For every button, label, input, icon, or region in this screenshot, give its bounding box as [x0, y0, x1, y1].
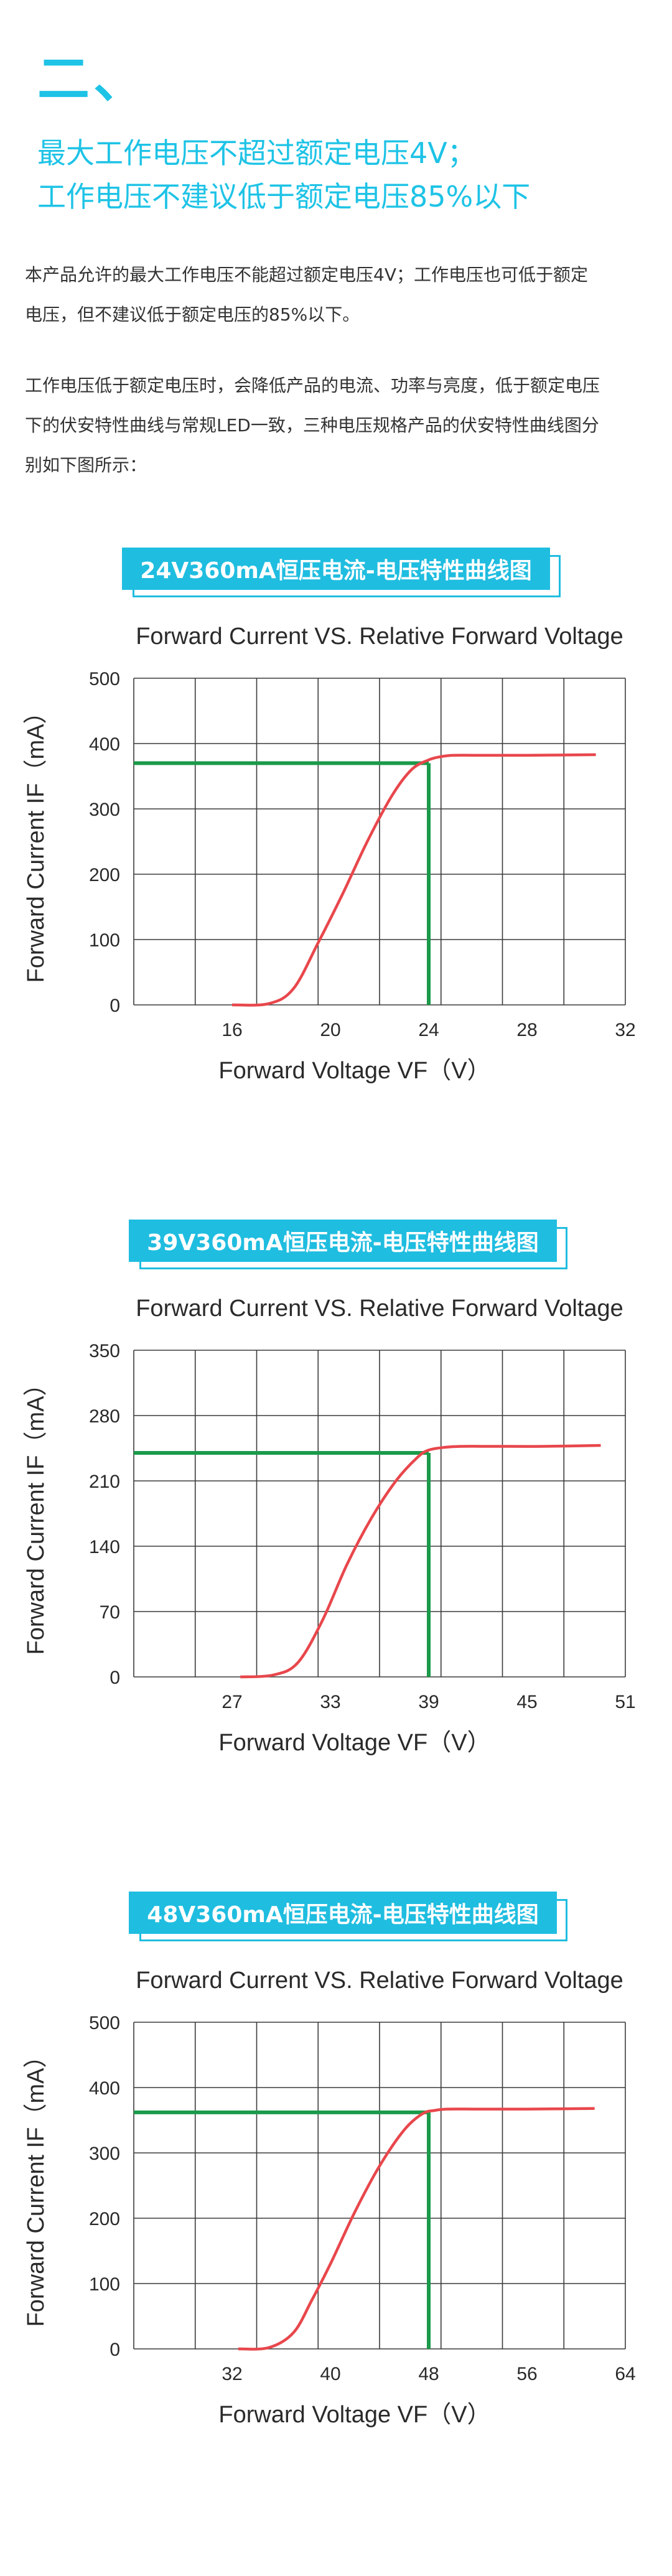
x-tick-label: 27	[222, 1692, 242, 1712]
x-tick-label: 56	[516, 2364, 537, 2384]
y-tick-label: 0	[110, 2340, 120, 2360]
y-tick-label: 500	[89, 669, 120, 689]
y-tick-label: 500	[89, 2013, 120, 2033]
x-tick-label: 33	[320, 1692, 340, 1712]
y-tick-label: 100	[89, 930, 120, 951]
x-tick-label: 40	[320, 2364, 340, 2384]
paragraph-line: 别如下图所示：	[25, 455, 147, 475]
section-number: 二、	[37, 49, 150, 110]
x-axis-label: Forward Voltage VF（V）	[218, 1058, 490, 1084]
series-line	[231, 753, 596, 1007]
chart-48v-svg: Forward Current VS. Relative Forward Vol…	[23, 1967, 636, 2428]
chart-title: Forward Current VS. Relative Forward Vol…	[136, 1967, 623, 1994]
chart-24v-svg: Forward Current VS. Relative Forward Vol…	[23, 623, 636, 1084]
chart-badge: 48V360mA恒压电流-电压特性曲线图	[129, 1892, 557, 1934]
intro-paragraph-1: 本产品允许的最大工作电压不能超过额定电压4V；工作电压也可低于额定 电压，但不建…	[25, 255, 647, 335]
y-axis-label: Forward Current IF（mA）	[23, 2045, 49, 2327]
y-tick-label: 100	[89, 2274, 120, 2295]
chart-badge: 39V360mA恒压电流-电压特性曲线图	[129, 1220, 557, 1262]
y-tick-label: 200	[89, 2209, 120, 2229]
headline-line-2: 工作电压不建议低于额定电压85%以下	[37, 180, 531, 213]
paragraph-line: 本产品允许的最大工作电压不能超过额定电压4V；工作电压也可低于额定	[25, 264, 588, 285]
y-tick-label: 210	[89, 1472, 120, 1492]
y-tick-label: 400	[89, 2078, 120, 2099]
y-tick-label: 0	[110, 996, 120, 1016]
intro-paragraph-2: 工作电压低于额定电压时，会降低产品的电流、功率与亮度，低于额定电压 下的伏安特性…	[25, 366, 647, 485]
x-tick-label: 24	[418, 1020, 439, 1040]
y-tick-label: 140	[89, 1537, 120, 1557]
series-line	[240, 1444, 601, 1679]
y-axis-label: Forward Current IF（mA）	[23, 1373, 49, 1655]
paragraph-line: 电压，但不建议低于额定电压的85%以下。	[25, 304, 360, 325]
x-axis-label: Forward Voltage VF（V）	[218, 2402, 490, 2428]
chart-title: Forward Current VS. Relative Forward Vol…	[136, 1295, 623, 1322]
x-tick-label: 45	[516, 1692, 537, 1712]
x-tick-label: 20	[320, 1020, 340, 1040]
y-tick-label: 300	[89, 2144, 120, 2164]
chart-title: Forward Current VS. Relative Forward Vol…	[136, 623, 623, 650]
paragraph-line: 工作电压低于额定电压时，会降低产品的电流、功率与亮度，低于额定电压	[25, 375, 600, 396]
y-tick-label: 300	[89, 800, 120, 820]
x-tick-label: 51	[615, 1692, 635, 1712]
chart-39v-svg: Forward Current VS. Relative Forward Vol…	[23, 1295, 636, 1756]
chart-badge: 24V360mA恒压电流-电压特性曲线图	[122, 548, 550, 590]
y-tick-label: 0	[110, 1668, 120, 1688]
y-axis-label: Forward Current IF（mA）	[23, 701, 49, 983]
x-tick-label: 32	[222, 2364, 242, 2384]
x-tick-label: 48	[418, 2364, 439, 2384]
x-tick-label: 64	[615, 2364, 635, 2384]
y-tick-label: 70	[100, 1602, 120, 1623]
x-axis-label: Forward Voltage VF（V）	[218, 1730, 490, 1756]
x-tick-label: 39	[418, 1692, 439, 1712]
y-tick-label: 200	[89, 865, 120, 885]
y-tick-label: 350	[89, 1341, 120, 1361]
x-tick-label: 16	[222, 1020, 242, 1040]
series-line	[238, 2107, 595, 2351]
y-tick-label: 280	[89, 1406, 120, 1427]
y-tick-label: 400	[89, 734, 120, 755]
x-tick-label: 28	[516, 1020, 537, 1040]
paragraph-line: 下的伏安特性曲线与常规LED一致，三种电压规格产品的伏安特性曲线图分	[25, 415, 599, 436]
x-tick-label: 32	[615, 1020, 635, 1040]
headline-line-1: 最大工作电压不超过额定电压4V；	[37, 136, 476, 170]
